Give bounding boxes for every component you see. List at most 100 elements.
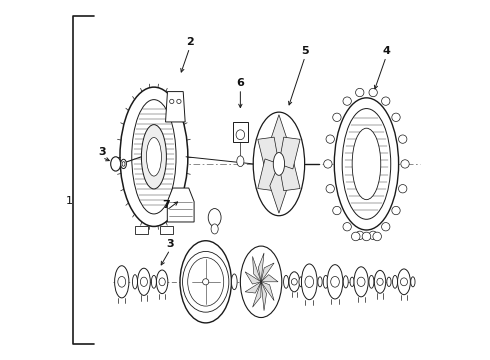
Polygon shape: [270, 115, 288, 164]
Ellipse shape: [140, 277, 147, 287]
Ellipse shape: [398, 185, 407, 193]
Ellipse shape: [373, 232, 381, 241]
Ellipse shape: [183, 251, 229, 312]
Polygon shape: [279, 159, 300, 191]
Ellipse shape: [352, 128, 381, 200]
Ellipse shape: [305, 276, 314, 288]
Ellipse shape: [177, 99, 181, 104]
Ellipse shape: [132, 100, 176, 214]
Ellipse shape: [115, 266, 129, 298]
Ellipse shape: [121, 159, 126, 168]
Ellipse shape: [369, 275, 374, 288]
Ellipse shape: [237, 156, 244, 167]
Ellipse shape: [377, 278, 383, 285]
Ellipse shape: [333, 206, 341, 215]
Ellipse shape: [397, 269, 411, 295]
Ellipse shape: [334, 98, 398, 230]
Text: 3: 3: [98, 147, 106, 157]
Text: 2: 2: [186, 37, 194, 47]
Ellipse shape: [343, 222, 351, 231]
Text: 6: 6: [236, 78, 245, 88]
Ellipse shape: [241, 246, 282, 318]
Ellipse shape: [253, 112, 305, 216]
Ellipse shape: [392, 113, 400, 121]
Polygon shape: [270, 164, 288, 213]
Ellipse shape: [323, 275, 328, 288]
Ellipse shape: [159, 278, 165, 286]
Ellipse shape: [357, 277, 365, 287]
Ellipse shape: [392, 275, 397, 288]
Ellipse shape: [356, 231, 364, 239]
Ellipse shape: [398, 135, 407, 143]
Ellipse shape: [382, 97, 390, 105]
Ellipse shape: [211, 224, 218, 234]
Ellipse shape: [351, 232, 360, 241]
Ellipse shape: [236, 130, 245, 140]
Ellipse shape: [273, 153, 285, 175]
Polygon shape: [160, 226, 173, 234]
Ellipse shape: [138, 268, 150, 296]
Polygon shape: [261, 263, 274, 282]
Ellipse shape: [284, 275, 289, 288]
Ellipse shape: [369, 231, 377, 239]
Ellipse shape: [203, 279, 209, 285]
Ellipse shape: [411, 277, 415, 287]
Polygon shape: [252, 282, 261, 307]
Polygon shape: [166, 91, 185, 122]
Ellipse shape: [151, 275, 156, 288]
Ellipse shape: [156, 270, 168, 294]
Ellipse shape: [122, 162, 125, 166]
Ellipse shape: [120, 87, 188, 226]
Text: 5: 5: [301, 46, 309, 56]
Ellipse shape: [331, 276, 340, 287]
Ellipse shape: [356, 88, 364, 97]
Ellipse shape: [326, 135, 334, 143]
Ellipse shape: [387, 277, 391, 287]
Ellipse shape: [118, 276, 126, 287]
Ellipse shape: [369, 88, 377, 97]
Ellipse shape: [350, 277, 354, 287]
Ellipse shape: [142, 125, 167, 189]
Ellipse shape: [170, 99, 174, 104]
Polygon shape: [252, 256, 261, 282]
Ellipse shape: [289, 272, 300, 292]
Ellipse shape: [343, 276, 348, 288]
Polygon shape: [261, 275, 278, 282]
Ellipse shape: [111, 157, 121, 171]
Text: 3: 3: [166, 239, 174, 249]
Ellipse shape: [400, 278, 408, 286]
Ellipse shape: [342, 109, 391, 219]
Polygon shape: [245, 282, 261, 293]
Ellipse shape: [326, 185, 334, 193]
Text: 4: 4: [382, 46, 390, 56]
Ellipse shape: [292, 279, 297, 285]
Polygon shape: [167, 188, 194, 222]
Polygon shape: [258, 253, 264, 282]
Ellipse shape: [188, 257, 224, 306]
Ellipse shape: [299, 277, 303, 287]
Polygon shape: [258, 159, 279, 191]
Ellipse shape: [374, 270, 386, 293]
Ellipse shape: [354, 267, 368, 297]
Polygon shape: [261, 282, 267, 311]
Text: 7: 7: [163, 200, 171, 210]
Ellipse shape: [180, 241, 231, 323]
Ellipse shape: [318, 277, 322, 287]
Text: 1: 1: [66, 197, 73, 206]
Ellipse shape: [208, 208, 221, 226]
Polygon shape: [261, 282, 274, 301]
Ellipse shape: [382, 222, 390, 231]
Ellipse shape: [362, 232, 371, 241]
Polygon shape: [279, 137, 300, 169]
Ellipse shape: [132, 275, 138, 289]
Ellipse shape: [231, 274, 237, 290]
Ellipse shape: [324, 160, 332, 168]
Ellipse shape: [147, 138, 161, 176]
Ellipse shape: [301, 264, 317, 300]
Ellipse shape: [327, 265, 343, 299]
Polygon shape: [233, 122, 247, 141]
Ellipse shape: [392, 206, 400, 215]
Polygon shape: [258, 137, 279, 169]
Polygon shape: [245, 272, 261, 284]
Ellipse shape: [333, 113, 341, 121]
